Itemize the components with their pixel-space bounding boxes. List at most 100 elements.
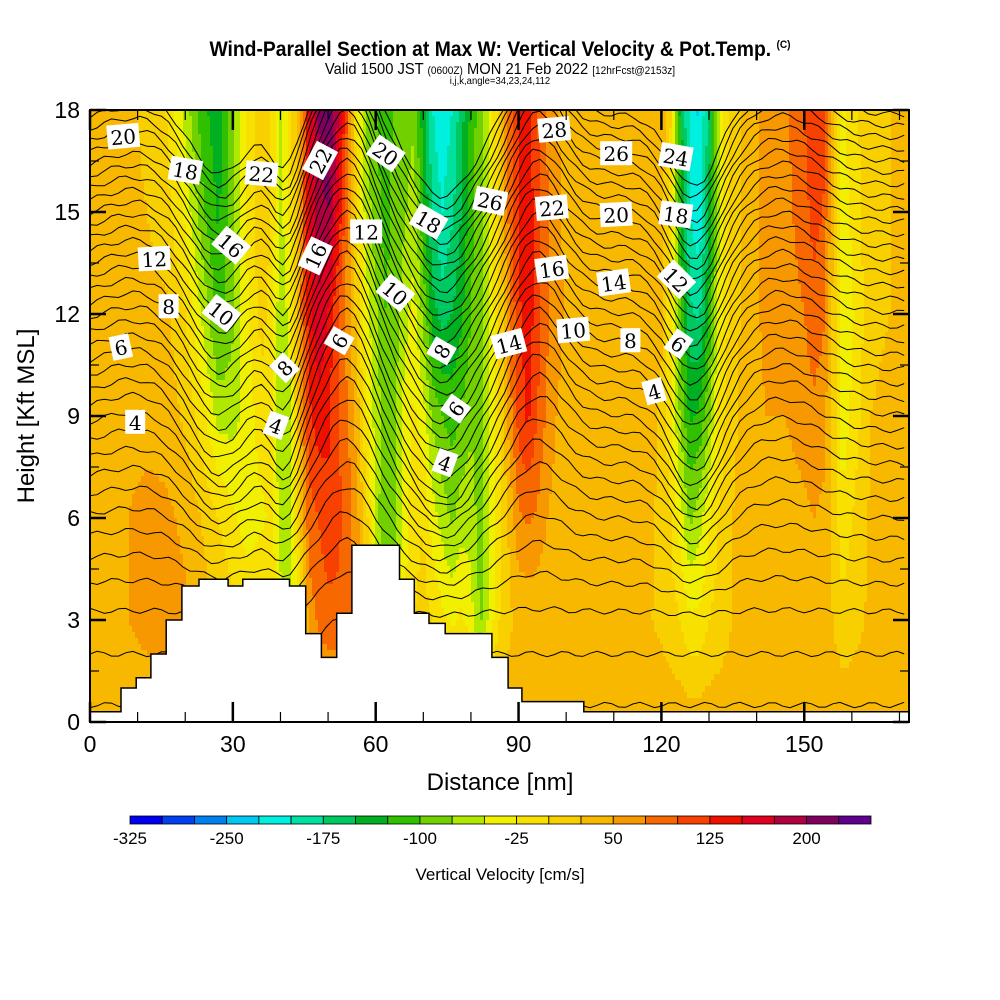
field-cell xyxy=(261,356,265,495)
field-cell xyxy=(597,110,601,722)
field-cell xyxy=(552,464,556,722)
field-cell xyxy=(531,326,535,459)
field-cell xyxy=(693,560,697,609)
contour-label: 20 xyxy=(106,122,141,150)
field-cell xyxy=(690,614,694,657)
field-cell xyxy=(333,578,337,651)
field-cell xyxy=(351,380,355,687)
field-cell xyxy=(357,398,361,519)
field-cell xyxy=(711,434,715,501)
field-cell xyxy=(213,506,217,627)
field-cell xyxy=(888,110,892,315)
field-cell xyxy=(714,374,718,465)
field-cell xyxy=(873,398,877,722)
field-cell xyxy=(387,110,391,261)
field-cell xyxy=(417,350,421,435)
field-cell xyxy=(861,110,865,267)
isentrope-line xyxy=(90,110,905,233)
isentrope-line xyxy=(90,209,905,369)
contour-label: 26 xyxy=(600,141,633,166)
field-cell xyxy=(507,548,511,651)
field-cell xyxy=(444,266,448,327)
field-cell xyxy=(534,572,538,722)
contour-label-box xyxy=(350,219,383,244)
field-cell xyxy=(726,650,730,722)
field-cell xyxy=(375,302,379,585)
field-cell xyxy=(714,464,718,579)
contour-label: 26 xyxy=(472,185,509,216)
field-cell xyxy=(843,578,847,669)
contour-label: 4 xyxy=(262,410,290,440)
field-cell xyxy=(822,332,826,483)
field-cell xyxy=(261,494,265,531)
field-cell xyxy=(513,302,517,459)
field-cell xyxy=(390,164,394,579)
contour-label-box xyxy=(537,116,572,143)
field-cell xyxy=(861,344,865,633)
field-cell xyxy=(336,110,340,129)
contour-label-box xyxy=(440,393,472,424)
colorbar-swatch xyxy=(612,815,646,825)
field-cell xyxy=(459,338,463,417)
field-cell xyxy=(696,698,700,722)
field-cell xyxy=(777,416,781,722)
field-cell xyxy=(789,440,793,722)
field-cell xyxy=(726,338,730,651)
field-cell xyxy=(717,266,721,393)
field-cell xyxy=(219,434,223,477)
field-cell xyxy=(498,620,502,687)
field-cell xyxy=(135,110,139,489)
field-cell xyxy=(828,242,832,722)
isentrope-line xyxy=(90,460,905,562)
field-cell xyxy=(543,542,547,722)
field-cell xyxy=(303,536,307,609)
field-cell xyxy=(366,416,370,519)
field-cell xyxy=(147,224,151,471)
field-cell xyxy=(798,284,802,471)
y-tick-label: 12 xyxy=(54,301,80,327)
field-cell xyxy=(522,464,526,519)
field-cell xyxy=(309,488,313,579)
field-cell xyxy=(222,314,226,381)
field-cell xyxy=(504,254,508,477)
contour-label-box xyxy=(365,134,406,173)
field-cell xyxy=(336,266,340,573)
field-cell xyxy=(774,110,778,417)
field-cell xyxy=(171,224,175,351)
field-cell xyxy=(678,620,682,681)
field-cell xyxy=(318,452,322,531)
field-cell xyxy=(879,362,883,722)
field-cell xyxy=(510,488,514,609)
field-cell xyxy=(435,152,439,243)
field-cell xyxy=(456,110,460,123)
field-cell xyxy=(786,110,790,429)
field-cell xyxy=(693,698,697,722)
contour-label: 6 xyxy=(108,333,134,361)
field-cell xyxy=(441,278,445,333)
field-cell xyxy=(324,266,328,339)
field-cell xyxy=(675,206,679,435)
field-cell xyxy=(198,446,202,513)
field-cell xyxy=(213,110,217,183)
contour-label-text: 10 xyxy=(560,318,587,344)
field-cell xyxy=(378,494,382,525)
field-cell xyxy=(198,302,202,375)
isentrope-line xyxy=(90,325,905,484)
field-cell xyxy=(432,230,436,291)
field-cell xyxy=(723,656,727,722)
field-cell xyxy=(432,116,436,231)
field-cell xyxy=(429,110,433,165)
field-cell xyxy=(819,356,823,495)
field-cell xyxy=(330,368,334,585)
field-cell xyxy=(705,560,709,633)
colorbar-tick-label: -25 xyxy=(504,829,529,848)
field-cell xyxy=(681,686,685,722)
field-cell xyxy=(180,422,184,555)
x-tick-label: 90 xyxy=(506,731,532,757)
section-indices: i,j,k,angle=34,23,24,112 xyxy=(449,76,551,87)
field-cell xyxy=(306,530,310,609)
field-cell xyxy=(297,110,301,441)
field-cell xyxy=(672,464,676,579)
field-cell xyxy=(846,170,850,441)
field-cell xyxy=(312,110,316,333)
